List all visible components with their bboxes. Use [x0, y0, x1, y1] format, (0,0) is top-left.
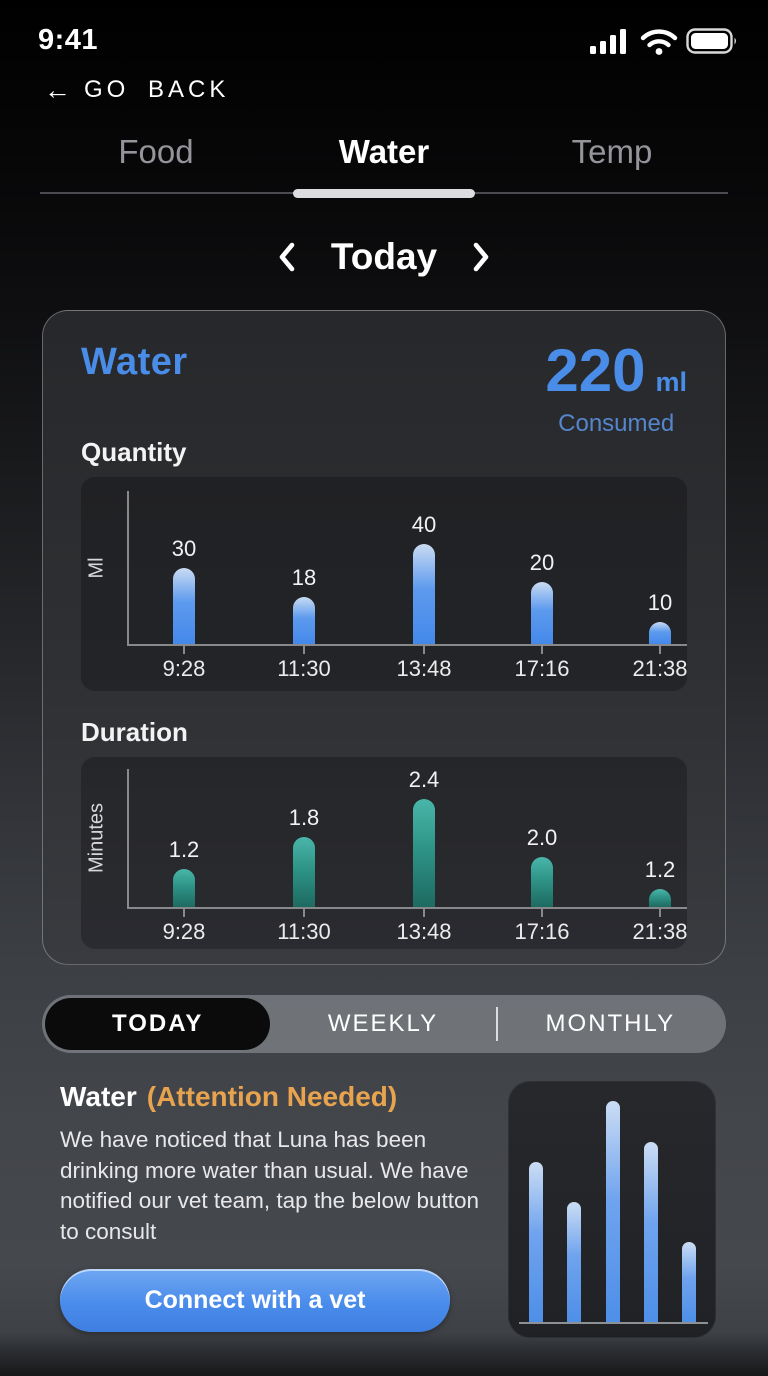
x-axis-tick-label: 11:30	[277, 919, 331, 944]
date-selector: Today	[0, 234, 768, 280]
bar-value-label: 1.2	[644, 857, 676, 882]
range-option-today[interactable]: TODAY	[45, 998, 271, 1050]
bar-value-label: 18	[291, 565, 317, 590]
bar-13:48	[413, 544, 435, 644]
next-day-button[interactable]	[467, 236, 495, 278]
bar-21:38	[649, 622, 671, 644]
bar-value-label: 1.8	[288, 805, 320, 830]
chevron-right-icon	[473, 242, 489, 272]
x-axis-line	[127, 907, 687, 909]
bar-value-label: 20	[529, 550, 555, 575]
water-summary-card: Water 220 ml Consumed Quantity Ml 30 9:28 1…	[42, 310, 726, 965]
bar-11:30	[293, 837, 315, 907]
total-unit: ml	[655, 367, 687, 397]
mini-chart-bar	[529, 1162, 543, 1322]
quantity-bar-chart: Ml 30 9:28 18 11:30 40 13:48 20 17:16 10 21:38	[81, 477, 687, 691]
x-axis-tick	[303, 644, 305, 654]
signal-strength-icon	[590, 28, 626, 54]
bar-9:28	[173, 568, 195, 644]
duration-bar-chart: Minutes 1.2 9:28 1.8 11:30 2.4 13:48 2.0 17:16 1.…	[81, 757, 687, 949]
previous-day-button[interactable]	[273, 236, 301, 278]
active-tab-indicator	[293, 189, 475, 198]
clock: 9:41	[38, 24, 99, 56]
y-axis-line	[127, 769, 129, 907]
mini-chart-bar	[644, 1142, 658, 1322]
tab-food[interactable]: Food	[118, 133, 194, 170]
bar-value-label: 40	[411, 512, 437, 537]
total-value: 220	[545, 337, 646, 404]
date-label: Today	[330, 236, 438, 277]
x-axis-tick	[541, 907, 543, 917]
bar-9:28	[173, 869, 195, 907]
status-icons	[588, 26, 738, 56]
bar-17:16	[531, 857, 553, 907]
x-axis-tick-label: 9:28	[162, 656, 206, 681]
bar-value-label: 2.0	[526, 825, 558, 850]
x-axis-tick	[659, 907, 661, 917]
y-axis-label: Ml	[85, 556, 108, 579]
x-axis-tick-label: 13:48	[396, 919, 452, 944]
x-axis-tick	[659, 644, 661, 654]
bar-13:48	[413, 799, 435, 907]
battery-icon	[686, 27, 736, 54]
duration-section-label: Duration	[81, 717, 188, 747]
status-bar: 9:41	[0, 0, 768, 57]
total-caption: Consumed	[558, 410, 675, 437]
range-selector: TODAY WEEKLY MONTHLY	[42, 995, 726, 1053]
x-axis-tick-label: 13:48	[396, 656, 452, 681]
card-header: Water 220 ml Consumed	[81, 341, 687, 438]
bar-17:16	[531, 582, 553, 644]
chevron-left-icon	[279, 242, 295, 272]
x-axis-tick-label: 17:16	[514, 656, 570, 681]
bar-11:30	[293, 597, 315, 644]
attention-title-highlight: (Attention Needed)	[146, 1081, 398, 1112]
bar-value-label: 1.2	[168, 837, 200, 862]
x-axis-tick	[423, 644, 425, 654]
bar-value-label: 2.4	[408, 767, 440, 792]
x-axis-tick	[541, 644, 543, 654]
mini-chart-bar	[567, 1202, 581, 1322]
x-axis-tick	[183, 907, 185, 917]
card-title: Water	[81, 341, 188, 383]
range-option-weekly[interactable]: WEEKLY	[327, 1010, 439, 1037]
x-axis-tick-label: 21:38	[632, 919, 687, 944]
mini-chart-bar	[606, 1101, 620, 1322]
connect-vet-button[interactable]: Connect with a vet	[60, 1269, 450, 1332]
attention-section: Water (Attention Needed) We have noticed…	[0, 1081, 768, 1338]
x-axis-tick-label: 11:30	[277, 656, 331, 681]
mini-bar-chart-illustration	[508, 1081, 716, 1338]
category-tabs: Food Water Temp	[42, 133, 726, 171]
x-axis-tick	[183, 644, 185, 654]
quantity-section-label: Quantity	[81, 437, 187, 467]
x-axis-tick-label: 17:16	[514, 919, 570, 944]
go-back-button[interactable]: ← GO BACK	[0, 75, 768, 105]
attention-body-text: We have noticed that Luna has been drink…	[60, 1127, 480, 1244]
x-axis-tick	[303, 907, 305, 917]
y-axis-line	[127, 491, 129, 644]
back-arrow-icon: ←	[44, 74, 71, 105]
x-axis-tick-label: 9:28	[162, 919, 206, 944]
mini-chart-bar	[682, 1242, 696, 1322]
tab-water[interactable]: Water	[338, 133, 430, 170]
tab-track	[40, 189, 728, 198]
x-axis-tick-label: 21:38	[632, 656, 687, 681]
attention-title: Water (Attention Needed)	[60, 1081, 490, 1113]
bottom-fade-overlay	[0, 1332, 768, 1376]
tab-temp[interactable]: Temp	[571, 133, 653, 170]
attention-title-main: Water	[60, 1081, 137, 1112]
bar-value-label: 30	[171, 536, 197, 561]
x-axis-tick	[423, 907, 425, 917]
x-axis-line	[127, 644, 687, 646]
go-back-label: GO BACK	[84, 76, 230, 103]
mini-chart-baseline	[519, 1322, 708, 1324]
range-option-monthly[interactable]: MONTHLY	[545, 1010, 676, 1037]
segment-divider	[495, 1007, 498, 1041]
wifi-icon	[640, 28, 678, 55]
y-axis-label: Minutes	[85, 802, 108, 874]
bar-value-label: 10	[647, 590, 673, 615]
consumed-total: 220 ml Consumed	[545, 341, 687, 438]
bar-21:38	[649, 889, 671, 907]
